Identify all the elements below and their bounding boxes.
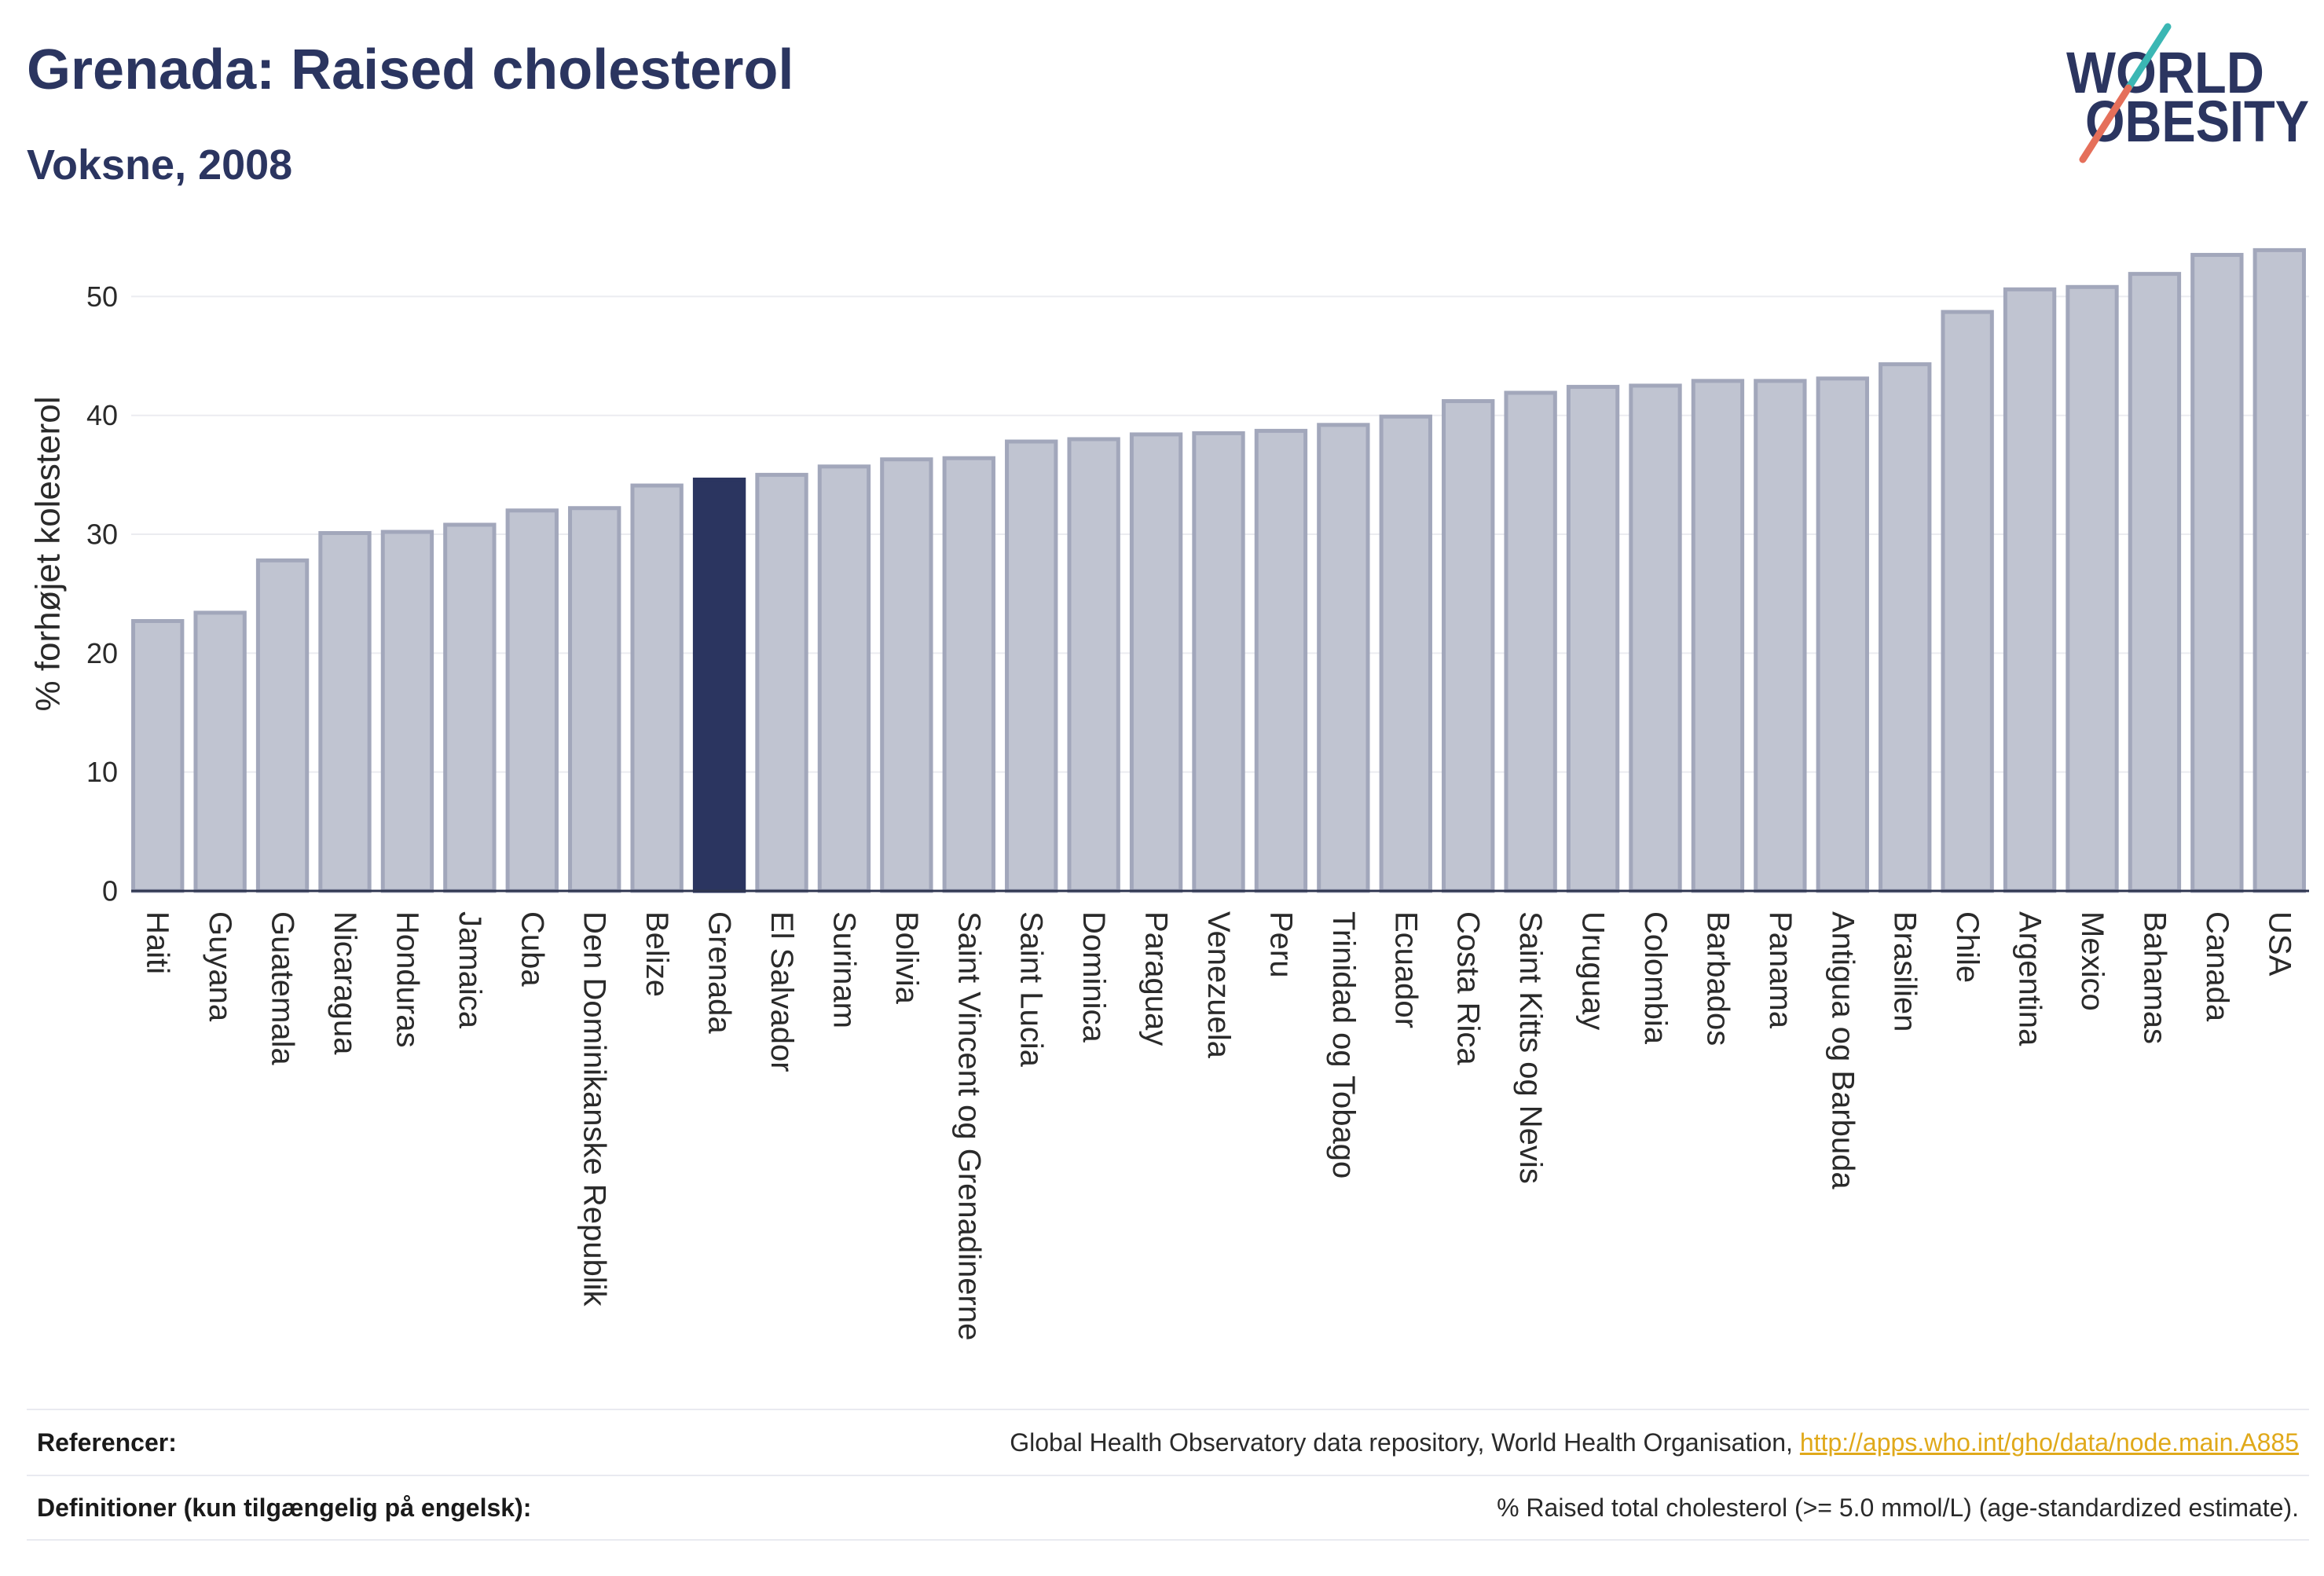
x-tick-label-barbados: Barbados bbox=[1700, 911, 1735, 1046]
bar-haiti bbox=[131, 618, 185, 893]
x-tick-label-el-salvador: El Salvador bbox=[764, 911, 799, 1072]
bars bbox=[131, 247, 2306, 893]
definitions-label: Definitioner (kun tilgængelig på engelsk… bbox=[37, 1493, 532, 1522]
bar-guyana bbox=[193, 610, 247, 893]
x-tick-label-nicaragua: Nicaragua bbox=[328, 911, 362, 1055]
bar-argentina bbox=[2003, 287, 2057, 893]
chart-title: Grenada: Raised cholesterol bbox=[27, 38, 794, 101]
x-tick-label-grenada: Grenada bbox=[702, 911, 737, 1034]
x-tick-label-bolivia: Bolivia bbox=[889, 911, 924, 1005]
x-tick-label-uruguay: Uruguay bbox=[1576, 911, 1611, 1030]
bar-saint-kitts-og-nevis bbox=[1504, 390, 1557, 893]
footer: Referencer: Global Health Observatory da… bbox=[27, 1409, 2309, 1541]
bar-cuba bbox=[505, 508, 559, 893]
chart-subtitle: Voksne, 2008 bbox=[27, 141, 293, 189]
y-tick-label-30: 30 bbox=[86, 519, 118, 551]
x-tick-label-saint-vincent-og-grenadinerne: Saint Vincent og Grenadinerne bbox=[951, 911, 986, 1340]
bar-canada bbox=[2190, 252, 2244, 893]
bar-chile bbox=[1941, 310, 1994, 893]
bar-peru bbox=[1254, 428, 1308, 893]
bar-den-dominikanske-republik bbox=[568, 506, 621, 893]
bar-saint-vincent-og-grenadinerne bbox=[942, 456, 995, 893]
bar-antigua-og-barbuda bbox=[1816, 376, 1869, 893]
bar-usa bbox=[2253, 247, 2306, 893]
bar-saint-lucia bbox=[1005, 439, 1058, 893]
y-axis-ticks: 0 10 20 30 40 50 bbox=[86, 280, 118, 907]
x-tick-label-colombia: Colombia bbox=[1638, 911, 1673, 1045]
x-tick-label-mexico: Mexico bbox=[2075, 911, 2110, 1011]
references-value: Global Health Observatory data repositor… bbox=[1010, 1428, 2299, 1457]
bar-mexico bbox=[2066, 284, 2119, 893]
x-tick-label-chile: Chile bbox=[1950, 911, 1985, 983]
bar-nicaragua bbox=[318, 531, 372, 893]
x-tick-label-bahamas: Bahamas bbox=[2137, 911, 2172, 1044]
bar-brasilien bbox=[1879, 362, 1932, 893]
x-tick-label-dominica: Dominica bbox=[1076, 911, 1111, 1043]
who-gho-link[interactable]: http://apps.who.int/gho/data/node.main.A… bbox=[1799, 1428, 2299, 1457]
x-tick-label-ecuador: Ecuador bbox=[1388, 911, 1423, 1028]
bar-panama bbox=[1754, 379, 1807, 893]
x-tick-label-venezuela: Venezuela bbox=[1201, 911, 1236, 1059]
y-tick-label-20: 20 bbox=[86, 637, 118, 669]
y-tick-label-0: 0 bbox=[102, 875, 118, 907]
x-tick-label-trinidad-og-tobago: Trinidad og Tobago bbox=[1326, 911, 1361, 1178]
x-tick-label-paraguay: Paraguay bbox=[1139, 911, 1174, 1046]
x-tick-label-argentina: Argentina bbox=[2013, 911, 2047, 1046]
bar-bahamas bbox=[2128, 272, 2182, 893]
bar-guatemala bbox=[255, 558, 310, 893]
x-tick-label-costa-rica: Costa Rica bbox=[1451, 911, 1486, 1065]
x-tick-label-surinam: Surinam bbox=[827, 911, 861, 1028]
bar-el-salvador bbox=[755, 472, 808, 893]
x-tick-label-peru: Peru bbox=[1263, 911, 1298, 978]
references-row: Referencer: Global Health Observatory da… bbox=[27, 1409, 2309, 1475]
bar-uruguay bbox=[1566, 384, 1620, 893]
definitions-text: % Raised total cholesterol (>= 5.0 mmol/… bbox=[1497, 1493, 2299, 1522]
y-tick-label-10: 10 bbox=[86, 756, 118, 788]
references-label: Referencer: bbox=[37, 1428, 177, 1457]
x-tick-label-jamaica: Jamaica bbox=[453, 911, 487, 1029]
bar-bolivia bbox=[880, 457, 933, 893]
bar-dominica bbox=[1067, 437, 1120, 893]
bar-colombia bbox=[1629, 383, 1682, 893]
bar-belize bbox=[630, 483, 684, 893]
bar-ecuador bbox=[1379, 414, 1432, 893]
definitions-row: Definitioner (kun tilgængelig på engelsk… bbox=[27, 1475, 2309, 1541]
x-tick-label-panama: Panama bbox=[1763, 911, 1798, 1029]
bar-surinam bbox=[817, 464, 871, 893]
x-tick-label-guyana: Guyana bbox=[203, 911, 237, 1022]
y-tick-label-50: 50 bbox=[86, 280, 118, 313]
x-tick-label-antigua-og-barbuda: Antigua og Barbuda bbox=[1825, 911, 1860, 1189]
x-tick-label-honduras: Honduras bbox=[390, 911, 424, 1047]
x-tick-label-den-dominikanske-republik: Den Dominikanske Republik bbox=[577, 911, 612, 1307]
bar-paraguay bbox=[1129, 432, 1183, 893]
y-axis-title: % forhøjet kolesterol bbox=[29, 396, 68, 711]
bar-chart: 0 10 20 30 40 50 Haiti Guyana Guatemala Nicaragu… bbox=[29, 247, 2309, 1340]
bar-grenada bbox=[692, 477, 746, 893]
logo-slash-bottom bbox=[2079, 84, 2132, 163]
bar-venezuela bbox=[1192, 431, 1245, 893]
x-tick-label-usa: USA bbox=[2262, 911, 2297, 977]
x-tick-label-saint-kitts-og-nevis: Saint Kitts og Nevis bbox=[1513, 911, 1548, 1184]
x-tick-label-saint-lucia: Saint Lucia bbox=[1014, 911, 1049, 1068]
x-tick-label-canada: Canada bbox=[2200, 911, 2234, 1022]
x-tick-label-haiti: Haiti bbox=[141, 911, 175, 974]
logo-word-world: WORLD bbox=[2066, 40, 2264, 105]
bar-honduras bbox=[380, 530, 434, 893]
x-tick-label-brasilien: Brasilien bbox=[1888, 911, 1923, 1032]
world-obesity-logo: WORLD OBESITY bbox=[2066, 23, 2309, 163]
bar-trinidad-og-tobago bbox=[1317, 423, 1370, 893]
x-axis-ticks: Haiti Guyana Guatemala Nicaragua Honduras Jam… bbox=[141, 911, 2297, 1340]
x-tick-label-cuba: Cuba bbox=[515, 911, 549, 987]
bar-jamaica bbox=[443, 522, 497, 893]
bar-costa-rica bbox=[1442, 399, 1495, 893]
logo-slash-top bbox=[2124, 23, 2172, 92]
references-text: Global Health Observatory data repositor… bbox=[1010, 1428, 1793, 1457]
y-tick-label-40: 40 bbox=[86, 399, 118, 431]
x-tick-label-guatemala: Guatemala bbox=[266, 911, 300, 1065]
bar-barbados bbox=[1691, 379, 1745, 893]
x-tick-label-belize: Belize bbox=[640, 911, 674, 997]
